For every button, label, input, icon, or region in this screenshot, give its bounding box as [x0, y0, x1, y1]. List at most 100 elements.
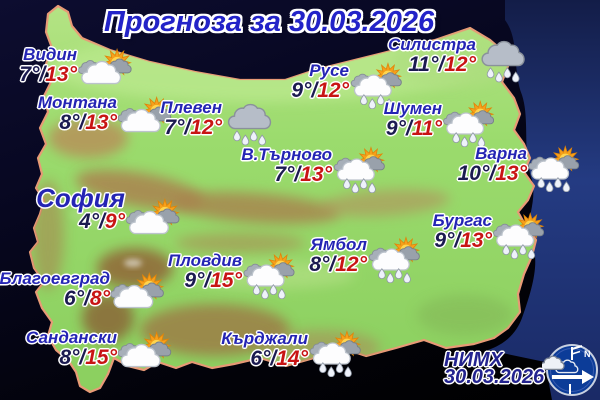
- city-name: Монтана: [37, 93, 117, 112]
- temp-high: 12°: [317, 79, 349, 102]
- temp-separator: /: [184, 116, 191, 139]
- weather-icon-rain: [223, 99, 277, 146]
- city-temps: 4°/9°: [36, 211, 125, 232]
- city-temps: 9°/13°: [433, 230, 492, 251]
- city-shumen: Шумен 9°/11°: [384, 100, 442, 139]
- city-name: Плевен: [160, 98, 222, 117]
- city-burgas: Бургас 9°/13°: [433, 212, 492, 251]
- city-temps: 9°/12°: [291, 80, 349, 101]
- temp-low: 8°: [59, 111, 80, 134]
- temp-separator: /: [329, 253, 336, 276]
- temp-low: 9°: [291, 79, 312, 102]
- city-ruse: Русе 9°/12°: [291, 62, 349, 101]
- city-name: Шумен: [383, 99, 442, 118]
- city-temps: 9°/15°: [168, 270, 242, 291]
- city-sandanski: Сандански 8°/15°: [26, 329, 117, 368]
- temp-high: 13°: [300, 163, 332, 186]
- temp-separator: /: [99, 210, 105, 233]
- temp-high: 13°: [460, 229, 492, 252]
- city-name: Варна: [475, 144, 527, 163]
- temp-high: 14°: [276, 347, 308, 370]
- city-temps: 8°/15°: [26, 347, 117, 368]
- temp-separator: /: [489, 162, 496, 185]
- temp-separator: /: [79, 346, 86, 369]
- temp-low: 6°: [64, 287, 85, 310]
- weather-icon-partly-cloudy-rain: [309, 330, 363, 377]
- temp-high: 15°: [85, 346, 117, 369]
- nimh-logo: N: [542, 344, 598, 396]
- city-yambol: Ямбол 8°/12°: [309, 236, 367, 275]
- temp-high: 8°: [89, 287, 110, 310]
- temp-low: 9°: [385, 117, 406, 140]
- city-name: Пловдив: [168, 251, 242, 270]
- logo-arrow-icon: [552, 370, 594, 384]
- temp-low: 8°: [59, 346, 80, 369]
- temp-separator: /: [294, 163, 301, 186]
- temp-high: 11°: [411, 117, 442, 140]
- temp-low: 8°: [309, 253, 330, 276]
- temp-high: 9°: [104, 210, 125, 233]
- city-pleven: Плевен 7°/12°: [160, 99, 222, 138]
- weather-icon-rain: [477, 36, 531, 83]
- temp-low: 7°: [274, 163, 295, 186]
- city-name: Русе: [309, 61, 349, 80]
- temp-high: 13°: [495, 162, 527, 185]
- temp-high: 15°: [210, 269, 242, 292]
- temp-low: 10°: [457, 162, 490, 185]
- city-v-tarnovo: В.Търново 7°/13°: [241, 146, 332, 185]
- branding-date: 30.03.2026: [444, 366, 545, 388]
- city-name: Кърджали: [221, 329, 308, 348]
- weather-icon-partly-cloudy-rain: [243, 252, 297, 299]
- weather-icon-partly-cloudy-rain: [493, 212, 547, 259]
- logo-north-letter: N: [584, 349, 591, 359]
- city-temps: 11°/12°: [388, 54, 476, 75]
- weather-icon-partly-cloudy-rain: [528, 145, 582, 192]
- temp-high: 12°: [335, 253, 367, 276]
- weather-icon-partly-cloudy: [111, 270, 165, 317]
- agency-name: НИМХ: [444, 349, 503, 371]
- temp-high: 12°: [190, 116, 222, 139]
- temp-high: 13°: [85, 111, 117, 134]
- city-name: Ямбол: [310, 235, 367, 254]
- city-temps: 7°/13°: [241, 164, 332, 185]
- temp-high: 13°: [45, 63, 77, 86]
- temp-separator: /: [405, 117, 412, 140]
- temp-separator: /: [438, 53, 445, 76]
- city-name: Сандански: [25, 328, 117, 347]
- temp-low: 4°: [79, 210, 100, 233]
- city-kardzhali: Кърджали 6°/14°: [221, 330, 308, 369]
- black-sea: [488, 0, 600, 400]
- city-temps: 8°/13°: [38, 112, 117, 133]
- weather-icon-partly-cloudy: [126, 196, 180, 243]
- weather-icon-partly-cloudy: [118, 329, 172, 376]
- city-name: София: [36, 183, 125, 213]
- temp-high: 12°: [444, 53, 476, 76]
- city-name: Силистра: [387, 35, 476, 54]
- temp-low: 11°: [408, 53, 439, 76]
- city-name: Благоевград: [0, 269, 110, 288]
- temp-separator: /: [39, 63, 46, 86]
- temp-separator: /: [270, 347, 277, 370]
- city-sofia: София 4°/9°: [36, 183, 125, 232]
- weather-icon-partly-cloudy-rain: [368, 236, 422, 283]
- city-name: Бургас: [432, 211, 492, 230]
- weather-icon-partly-cloudy: [78, 46, 132, 93]
- city-temps: 7°/12°: [160, 117, 222, 138]
- city-temps: 6°/8°: [0, 288, 110, 309]
- city-temps: 9°/11°: [384, 118, 442, 139]
- city-varna: Варна 10°/13°: [458, 145, 527, 184]
- temp-low: 9°: [434, 229, 455, 252]
- temp-low: 9°: [184, 269, 205, 292]
- city-name: Видин: [23, 45, 77, 64]
- city-blagoevgrad: Благоевград 6°/8°: [0, 270, 110, 309]
- temp-low: 7°: [164, 116, 185, 139]
- city-temps: 10°/13°: [458, 163, 527, 184]
- city-name: В.Търново: [241, 145, 332, 164]
- city-plovdiv: Пловдив 9°/15°: [168, 252, 242, 291]
- weather-icon-partly-cloudy-rain: [443, 100, 497, 147]
- temp-separator: /: [454, 229, 461, 252]
- temp-separator: /: [79, 111, 86, 134]
- city-montana: Монтана 8°/13°: [38, 94, 117, 133]
